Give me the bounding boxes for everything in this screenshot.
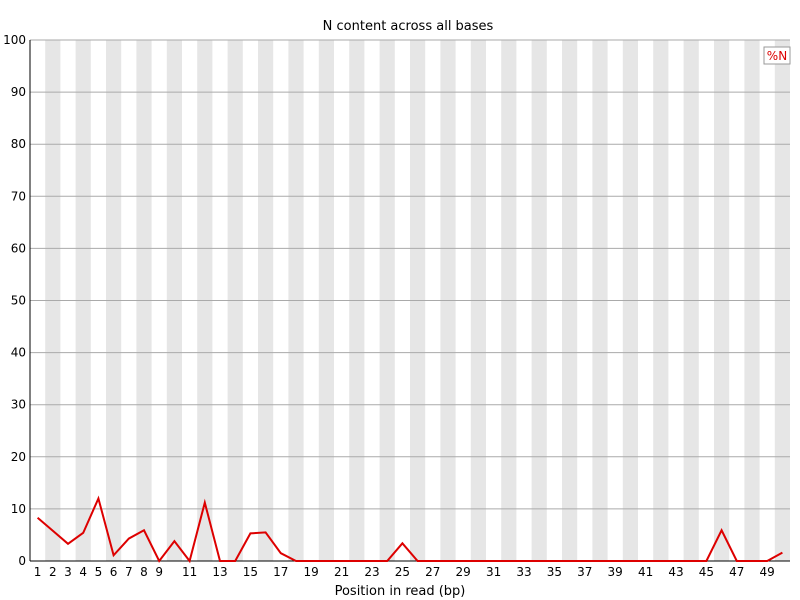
y-tick-label: 80 bbox=[11, 137, 26, 151]
legend-entry-n: %N bbox=[767, 49, 787, 63]
y-tick-label: 90 bbox=[11, 85, 26, 99]
y-tick-label: 40 bbox=[11, 346, 26, 360]
x-tick-labels: 1 2 3 4 5 6 7 8 9 11 13 15 17 19 21 23 25 27 29 31 33 35 37 39 4… bbox=[34, 565, 775, 579]
x-tick-label: 29 bbox=[456, 565, 471, 579]
y-tick-label: 30 bbox=[11, 398, 26, 412]
x-tick-label: 19 bbox=[304, 565, 319, 579]
x-tick-label: 41 bbox=[638, 565, 653, 579]
x-tick-label: 33 bbox=[516, 565, 531, 579]
series-lines bbox=[36, 495, 783, 564]
x-tick-label: 31 bbox=[486, 565, 501, 579]
grid-lines bbox=[30, 39, 790, 562]
x-tick-label: 11 bbox=[182, 565, 197, 579]
y-tick-label: 70 bbox=[11, 189, 26, 203]
x-tick-label: 2 bbox=[49, 565, 57, 579]
y-tick-label: 50 bbox=[11, 294, 26, 308]
x-tick-label: 25 bbox=[395, 565, 410, 579]
x-tick-label: 13 bbox=[212, 565, 227, 579]
x-tick-label: 45 bbox=[699, 565, 714, 579]
x-tick-label: 37 bbox=[577, 565, 592, 579]
x-tick-label: 15 bbox=[243, 565, 258, 579]
x-tick-label: 21 bbox=[334, 565, 349, 579]
x-tick-label: 17 bbox=[273, 565, 288, 579]
x-axis-label: Position in read (bp) bbox=[335, 584, 466, 599]
legend-box bbox=[763, 46, 791, 65]
y-tick-labels: 0 10 20 30 40 50 60 70 80 90 100 bbox=[3, 33, 26, 568]
x-tick-label: 47 bbox=[729, 565, 744, 579]
x-tick-label: 5 bbox=[95, 565, 103, 579]
y-tick-label: 0 bbox=[18, 554, 26, 568]
x-tick-label: 27 bbox=[425, 565, 440, 579]
chart-title: N content across all bases bbox=[323, 19, 494, 34]
x-tick-label: 9 bbox=[155, 565, 163, 579]
legend: %N bbox=[763, 46, 791, 65]
x-tick-label: 1 bbox=[34, 565, 42, 579]
series-line-n bbox=[36, 495, 783, 564]
x-tick-label: 49 bbox=[760, 565, 775, 579]
x-tick-label: 23 bbox=[364, 565, 379, 579]
x-tick-label: 43 bbox=[668, 565, 683, 579]
y-tick-label: 20 bbox=[11, 450, 26, 464]
y-tick-label: 10 bbox=[11, 502, 26, 516]
x-tick-label: 39 bbox=[608, 565, 623, 579]
x-tick-label: 7 bbox=[125, 565, 133, 579]
y-tick-label: 100 bbox=[3, 33, 26, 47]
x-tick-label: 3 bbox=[64, 565, 72, 579]
y-tick-label: 60 bbox=[11, 241, 26, 255]
x-tick-label: 8 bbox=[140, 565, 148, 579]
x-tick-label: 6 bbox=[110, 565, 118, 579]
x-tick-label: 35 bbox=[547, 565, 562, 579]
x-tick-label: 4 bbox=[79, 565, 87, 579]
